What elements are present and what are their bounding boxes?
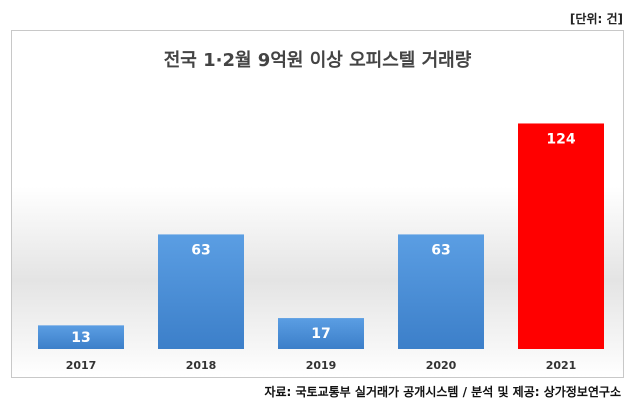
bar-2019 xyxy=(278,318,364,349)
chart-title: 전국 1·2월 9억원 이상 오피스텔 거래량 xyxy=(163,50,472,71)
data-label-2021: 124 xyxy=(546,131,575,147)
data-label-2020: 63 xyxy=(431,242,450,258)
bar-2020 xyxy=(398,234,484,349)
x-tick-2019: 2019 xyxy=(306,359,337,372)
source-note: 자료: 국토교통부 실거래가 공개시스템 / 분석 및 제공: 상가정보연구소 xyxy=(264,385,621,399)
unit-label: [단위: 건] xyxy=(569,12,623,26)
data-label-2018: 63 xyxy=(191,242,210,258)
bar-2021 xyxy=(518,123,604,349)
x-tick-2017: 2017 xyxy=(66,359,97,372)
bar-2017 xyxy=(38,325,124,349)
data-label-2017: 13 xyxy=(71,330,90,346)
x-tick-2021: 2021 xyxy=(546,359,577,372)
bar-2018 xyxy=(158,234,244,349)
x-tick-2018: 2018 xyxy=(186,359,217,372)
data-label-2019: 17 xyxy=(311,326,330,342)
x-tick-2020: 2020 xyxy=(426,359,457,372)
